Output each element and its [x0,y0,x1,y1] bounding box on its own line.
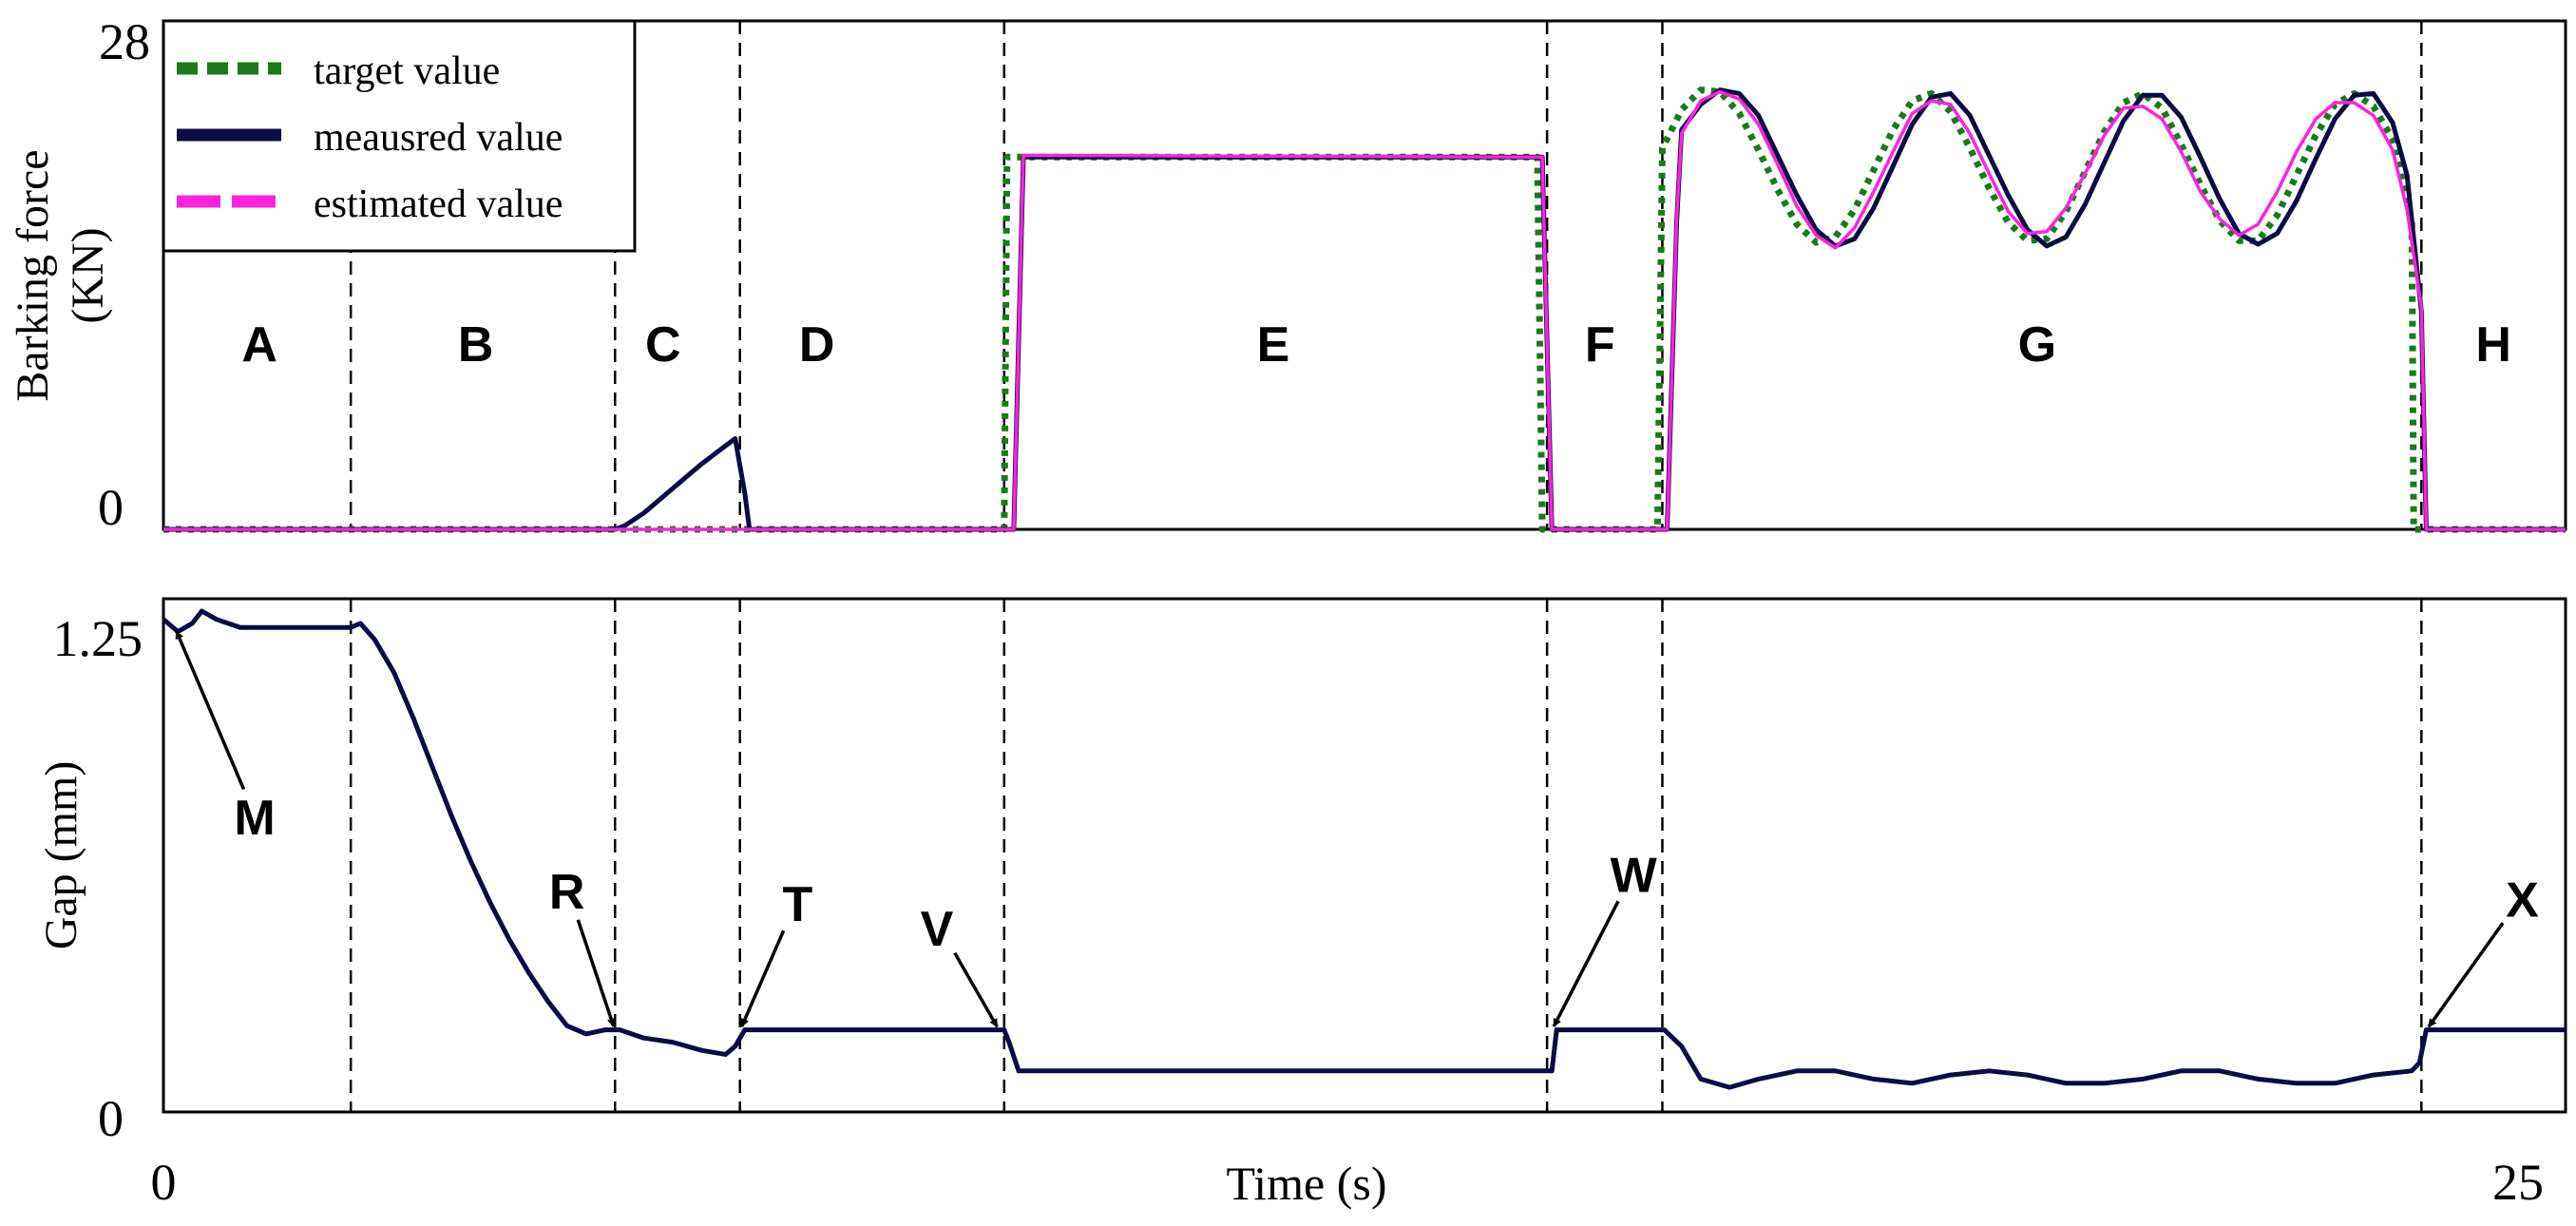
phase-label-a: A [241,317,277,373]
force-plot-frame [162,19,2567,531]
gap-phase-boundaries [349,599,2423,1112]
legend-label-measured: meausred value [314,116,563,160]
force-ytick-zero: 0 [98,479,124,536]
gap-series [162,608,2566,1090]
annotation-arrow-v [953,951,999,1028]
phase-label-d: D [799,317,835,373]
annotation-arrow-w [1552,900,1620,1027]
annotation-arrow-x [2427,922,2505,1028]
phase-label-f: F [1585,317,1615,373]
annotation-label-v: V [921,902,954,957]
force-phase-boundaries [349,21,2423,529]
gap-ylabel: Gap (mm) [36,761,86,950]
force-ylabel-line2: (KN) [63,227,113,323]
annotation-label-m: M [234,791,275,846]
series-target-value [163,86,2566,533]
gap-annotations: M R T V W X [174,630,2539,1028]
x-axis-label: Time (s) [1226,1157,1386,1210]
force-chart: A B C D E F G H 28 0 Barking force (KN) target … [8,13,2567,536]
gap-xtick-min: 0 [151,1154,177,1211]
annotation-label-t: T [783,877,813,932]
legend-label-estimated: estimated value [314,182,563,226]
phase-labels: A B C D E F G H [241,317,2511,373]
annotation-label-x: X [2506,873,2539,929]
gap-chart: M R T V W X 1.25 0 0 25 Time (s) Gap (mm) [36,597,2567,1211]
force-ylabel-line1: Barking force [8,149,58,401]
annotation-arrow-m [174,630,246,791]
phase-label-h: H [2475,317,2511,373]
legend: target value meausred value estimated va… [162,19,637,253]
phase-label-g: G [2018,317,2056,373]
series-gap [162,608,2566,1090]
annotation-arrow-r [576,919,616,1027]
force-series [163,86,2566,533]
annotation-label-r: R [549,865,585,920]
phase-label-e: E [1257,317,1290,373]
gap-ytick-zero: 0 [98,1090,124,1147]
gap-xtick-max: 25 [2492,1154,2544,1211]
annotation-label-w: W [1611,849,1658,904]
series-meausred-value [163,87,2566,532]
gap-ytick-max: 1.25 [53,610,143,667]
phase-label-c: C [645,317,681,373]
legend-label-target: target value [314,49,500,93]
force-ytick-max: 28 [99,13,150,70]
gap-plot-frame [162,597,2567,1114]
annotation-arrow-t [739,929,786,1027]
phase-label-b: B [458,317,494,373]
series-estimated-value [163,89,2566,531]
